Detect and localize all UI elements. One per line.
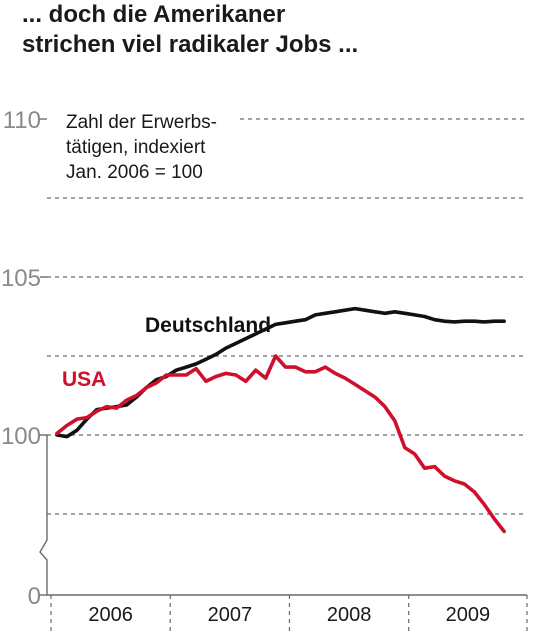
y-tick-label: 105 (1, 265, 41, 292)
y-tick-label: 0 (28, 583, 41, 610)
series-line-usa (55, 354, 506, 534)
series-label-deutschland: Deutschland (145, 314, 271, 337)
x-tick-label: 2009 (446, 604, 491, 626)
series-line-deutschland (55, 306, 506, 439)
x-axis: 2006 2007 2008 2009 (50, 595, 528, 633)
y-axis-ticks: 0 100 105 110 (1, 107, 47, 610)
series-lines (55, 306, 506, 534)
gridlines (47, 118, 527, 515)
x-tick-label: 2007 (208, 604, 253, 626)
x-tick-label: 2006 (88, 604, 133, 626)
chart-title-line2: strichen viel radikaler Jobs ... (22, 31, 358, 58)
note-line3: Jan. 2006 = 100 (66, 162, 203, 183)
chart-title-line1: ... doch die Amerikaner (22, 1, 285, 28)
note-line1: Zahl der Erwerbs- (66, 112, 217, 133)
note-background (60, 108, 240, 188)
y-tick-label: 110 (3, 107, 41, 134)
note-line2: tätigen, indexiert (66, 137, 206, 158)
series-label-usa: USA (62, 368, 106, 391)
x-tick-label: 2008 (327, 604, 372, 626)
y-tick-label: 100 (1, 423, 41, 450)
axis-with-break (39, 435, 527, 596)
